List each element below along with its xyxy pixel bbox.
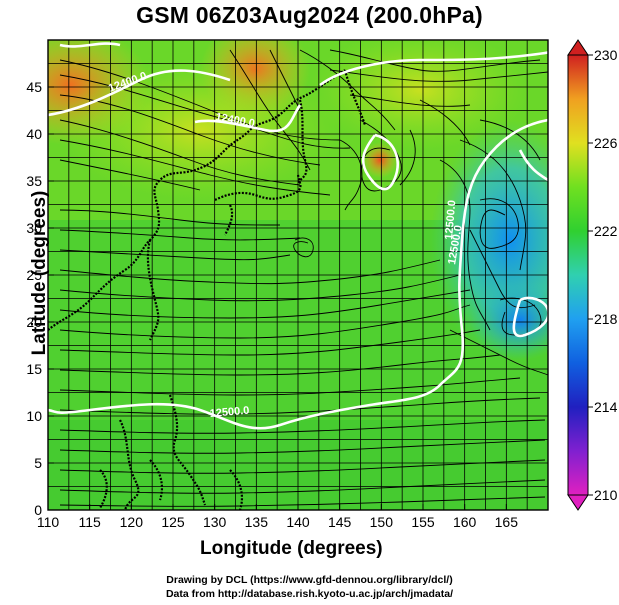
x-tick-label: 110 — [37, 514, 60, 530]
y-axis-ticks: 0 5 10 15 20 25 30 35 40 45 — [26, 79, 54, 518]
colorbar-tick-label: 222 — [594, 223, 618, 239]
x-tick-label: 145 — [328, 514, 352, 530]
colorbar-ticks: 210 214 218 222 226 230 — [588, 47, 618, 503]
y-tick-label: 25 — [26, 267, 42, 283]
y-tick-label: 35 — [26, 173, 42, 189]
credit-data: Data from http://database.rish.kyoto-u.a… — [165, 588, 454, 600]
colorbar-tick-label: 218 — [594, 311, 618, 327]
x-tick-label: 165 — [495, 514, 519, 530]
coastlines — [48, 69, 367, 510]
x-tick-label: 120 — [120, 514, 144, 530]
height-contours — [48, 42, 548, 430]
page-title: GSM 06Z03Aug2024 (200.0hPa) — [136, 2, 483, 28]
x-tick-label: 160 — [453, 514, 477, 530]
y-tick-label: 30 — [26, 220, 42, 236]
wind-streamlines — [59, 49, 548, 507]
contour-label: 12500.0 — [443, 200, 458, 241]
colorbar: 210 214 218 222 226 230 — [567, 39, 618, 511]
colorbar-tick-label: 226 — [594, 135, 618, 151]
y-tick-label: 5 — [34, 455, 42, 471]
x-tick-label: 150 — [370, 514, 394, 530]
colorbar-top-triangle — [567, 39, 589, 56]
x-tick-label: 130 — [203, 514, 227, 530]
y-tick-label: 10 — [26, 408, 42, 424]
y-tick-label: 0 — [34, 502, 42, 518]
x-tick-label: 135 — [245, 514, 269, 530]
x-tick-label: 125 — [161, 514, 185, 530]
colorbar-tick-label: 214 — [594, 399, 618, 415]
colorbar-tick-label: 230 — [594, 47, 618, 63]
temperature-field — [48, 40, 548, 510]
contour-label: 12500.0 — [209, 405, 250, 420]
credit-drawing: Drawing by DCL (https://www.gfd-dennou.o… — [166, 574, 453, 586]
y-tick-label: 20 — [26, 314, 42, 330]
x-tick-label: 140 — [286, 514, 310, 530]
colorbar-bottom-triangle — [567, 494, 589, 511]
colorbar-tick-label: 210 — [594, 487, 618, 503]
y-tick-label: 15 — [26, 361, 42, 377]
x-tick-label: 155 — [411, 514, 435, 530]
y-axis-label: Latitude (degrees) — [29, 190, 50, 356]
x-axis-ticks: 110 115 120 125 130 135 140 145 150 155 160 165 — [37, 504, 518, 530]
colorbar-scale — [567, 54, 589, 496]
y-tick-label: 40 — [26, 126, 42, 142]
x-axis-label: Longitude (degrees) — [200, 538, 383, 559]
y-tick-label: 45 — [26, 79, 42, 95]
x-tick-label: 115 — [79, 514, 102, 530]
